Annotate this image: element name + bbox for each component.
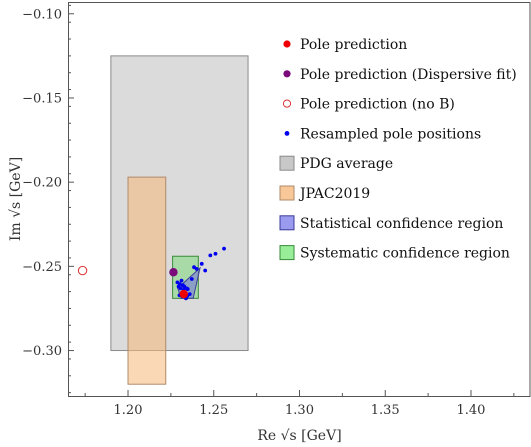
legend-marker xyxy=(284,131,290,136)
legend-swatch xyxy=(279,155,295,171)
x-axis-label: Re √s [GeV] xyxy=(257,428,341,444)
y-tick-label: −0.25 xyxy=(22,260,62,275)
legend-label: PDG average xyxy=(300,156,393,172)
resampled-pole-point xyxy=(178,286,183,291)
legend-swatch xyxy=(279,245,295,261)
y-tick-label: −0.20 xyxy=(22,176,62,191)
legend-label: Resampled pole positions xyxy=(300,126,481,142)
legend-label: Systematic confidence region xyxy=(300,246,510,262)
legend-marker xyxy=(282,99,292,108)
legend-marker xyxy=(283,40,291,48)
x-tick-label: 1.30 xyxy=(285,403,314,418)
x-tick-label: 1.25 xyxy=(199,403,228,418)
resampled-pole-point xyxy=(185,287,190,291)
legend-label: Pole prediction (Dispersive fit) xyxy=(300,67,517,83)
region-jpac2019 xyxy=(127,176,167,385)
regions-layer xyxy=(110,55,249,385)
resampled-pole-point xyxy=(179,278,184,283)
x-tick-label: 1.20 xyxy=(114,403,143,418)
resampled-pole-point xyxy=(203,268,208,273)
y-axis-label: Im √s [GeV] xyxy=(8,157,24,241)
legend-label: JPAC2019 xyxy=(298,186,370,202)
legend-label: Pole prediction xyxy=(300,37,407,53)
resampled-pole-point xyxy=(199,261,204,266)
points-layer xyxy=(77,246,226,301)
legend-label: Pole prediction (no B) xyxy=(300,97,455,113)
resampled-pole-point xyxy=(194,266,199,271)
resampled-pole-point xyxy=(177,282,182,286)
x-tick-label: 1.40 xyxy=(457,403,486,418)
plot-frame xyxy=(68,2,531,397)
legend-swatch xyxy=(279,215,295,231)
y-tick-label: −0.10 xyxy=(22,7,62,22)
pole-prediction-point xyxy=(179,289,188,299)
resampled-pole-point xyxy=(208,253,213,258)
resampled-pole-point xyxy=(213,251,218,256)
pole-no-b-point xyxy=(77,265,88,276)
legend-label: Statistical confidence region xyxy=(300,216,503,232)
legend-marker xyxy=(283,70,291,78)
legend-swatch xyxy=(279,185,295,201)
axis-ticks: 1.20 1.25 1.30 1.35 1.40 −0.10 −0.15 −0.20 −0.25… xyxy=(22,4,515,418)
resampled-pole-point xyxy=(222,246,226,251)
resampled-pole-point xyxy=(189,277,194,281)
legend: Pole prediction Pole prediction (Dispersi… xyxy=(279,37,517,262)
x-tick-label: 1.35 xyxy=(371,403,400,418)
pole-dispersive-point xyxy=(169,268,178,277)
y-tick-label: −0.15 xyxy=(22,91,62,106)
y-tick-label: −0.30 xyxy=(22,344,62,359)
